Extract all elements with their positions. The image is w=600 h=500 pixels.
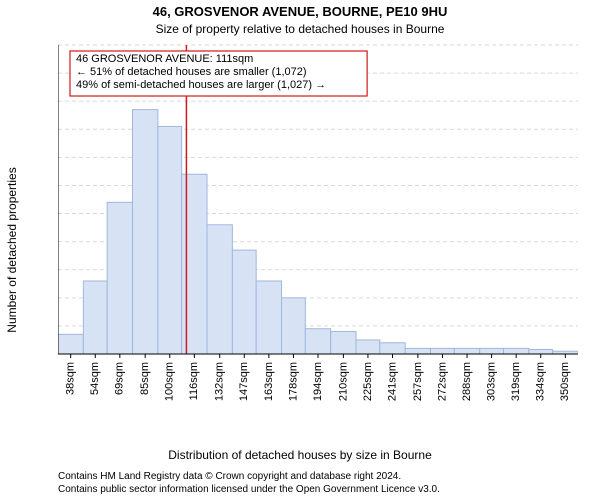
histogram-bar bbox=[503, 348, 528, 354]
histogram-bar bbox=[405, 348, 430, 354]
chart-subtitle: Size of property relative to detached ho… bbox=[0, 22, 600, 36]
histogram-bar bbox=[529, 350, 553, 354]
annotation-line: ← 51% of detached houses are smaller (1,… bbox=[76, 66, 307, 78]
histogram-bar bbox=[431, 348, 455, 354]
x-tick-label: 303sqm bbox=[486, 362, 498, 401]
x-tick-label: 319sqm bbox=[510, 362, 522, 401]
histogram-bar bbox=[356, 340, 380, 354]
x-tick-label: 85sqm bbox=[139, 362, 151, 395]
x-tick-label: 100sqm bbox=[164, 362, 176, 401]
x-axis-label: Distribution of detached houses by size … bbox=[0, 448, 600, 462]
x-tick-label: 38sqm bbox=[65, 362, 77, 395]
x-tick-label: 132sqm bbox=[214, 362, 226, 401]
annotation-line: 49% of semi-detached houses are larger (… bbox=[76, 79, 326, 91]
x-tick-label: 194sqm bbox=[312, 362, 324, 401]
histogram-bar bbox=[133, 110, 158, 354]
x-tick-label: 147sqm bbox=[238, 362, 250, 401]
histogram-bar bbox=[331, 332, 356, 354]
x-tick-label: 241sqm bbox=[386, 362, 398, 401]
histogram-bar bbox=[454, 348, 479, 354]
histogram-bar bbox=[380, 343, 405, 354]
x-tick-label: 350sqm bbox=[559, 362, 571, 401]
plot-area: 05010015020025030035040045050055038sqm54… bbox=[58, 42, 578, 402]
histogram-bar bbox=[158, 126, 182, 354]
x-tick-label: 334sqm bbox=[535, 362, 547, 401]
histogram-bar bbox=[207, 225, 232, 354]
x-tick-label: 163sqm bbox=[263, 362, 275, 401]
x-tick-label: 178sqm bbox=[287, 362, 299, 401]
histogram-bar bbox=[58, 334, 83, 354]
annotation-line: 46 GROSVENOR AVENUE: 111sqm bbox=[76, 53, 253, 65]
x-tick-label: 54sqm bbox=[89, 362, 101, 395]
x-tick-label: 210sqm bbox=[337, 362, 349, 401]
x-tick-label: 116sqm bbox=[188, 362, 200, 400]
chart-container: 46, GROSVENOR AVENUE, BOURNE, PE10 9HU S… bbox=[0, 0, 600, 500]
histogram-bar bbox=[232, 250, 256, 354]
x-tick-label: 272sqm bbox=[436, 362, 448, 401]
x-tick-label: 69sqm bbox=[114, 362, 126, 395]
histogram-bar bbox=[107, 202, 132, 354]
histogram-bar bbox=[480, 348, 504, 354]
footer-attribution: Contains HM Land Registry data © Crown c… bbox=[58, 471, 440, 496]
histogram-bar bbox=[182, 174, 207, 354]
chart-title: 46, GROSVENOR AVENUE, BOURNE, PE10 9HU bbox=[0, 4, 600, 19]
histogram-bar bbox=[282, 298, 306, 354]
x-tick-label: 225sqm bbox=[362, 362, 374, 401]
x-tick-label: 288sqm bbox=[461, 362, 473, 401]
footer-line-1: Contains HM Land Registry data © Crown c… bbox=[58, 471, 440, 484]
y-axis-label: Number of detached properties bbox=[5, 167, 19, 332]
footer-line-2: Contains public sector information licen… bbox=[58, 484, 440, 497]
histogram-bar bbox=[305, 329, 330, 354]
x-tick-label: 257sqm bbox=[412, 362, 424, 401]
histogram-bar bbox=[256, 281, 281, 354]
histogram-bar bbox=[83, 281, 107, 354]
